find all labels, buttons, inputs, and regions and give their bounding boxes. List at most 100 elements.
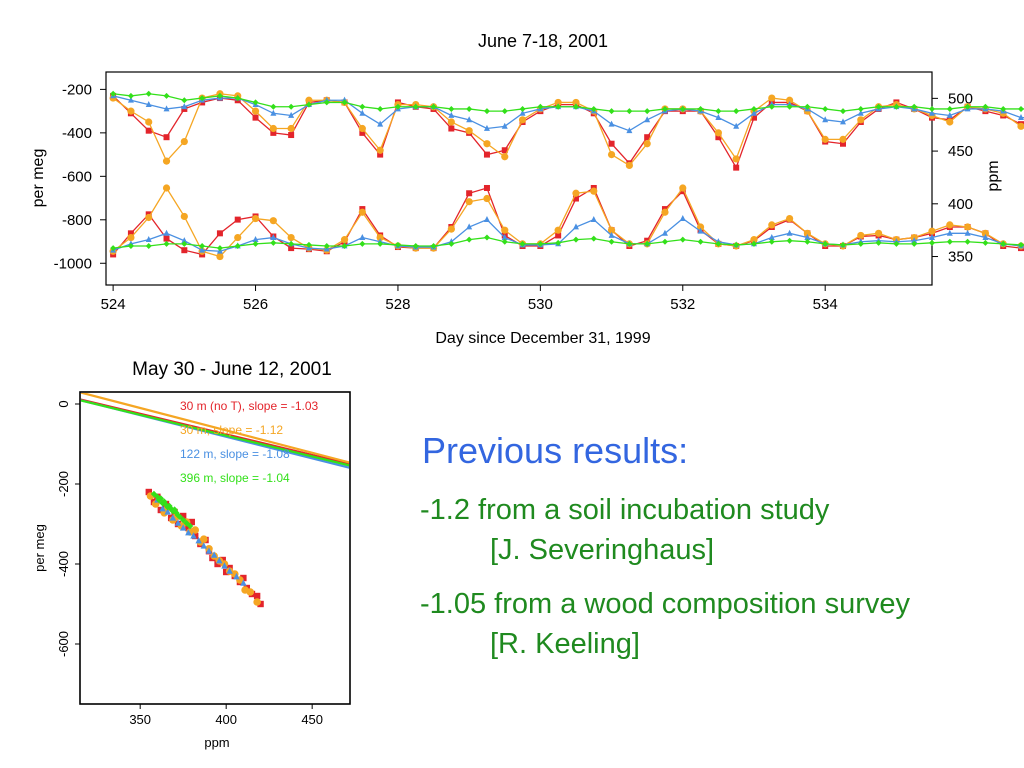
- data-point: [377, 120, 384, 127]
- top-chart-title: June 7-18, 2001: [478, 31, 608, 51]
- data-point: [608, 140, 615, 147]
- data-point: [270, 233, 277, 240]
- y-left-tick-label: -200: [62, 81, 92, 98]
- data-point: [430, 103, 437, 110]
- data-point: [785, 96, 794, 104]
- data-point: [750, 114, 757, 121]
- data-point: [216, 245, 223, 252]
- data-point: [893, 240, 900, 247]
- data-point: [377, 151, 384, 158]
- data-point: [145, 90, 152, 97]
- data-point: [715, 108, 722, 115]
- data-point: [501, 238, 508, 245]
- data-point: [804, 233, 811, 240]
- scatter-point: [226, 567, 233, 574]
- data-point: [341, 242, 348, 249]
- data-point: [982, 233, 989, 240]
- data-point: [252, 99, 259, 106]
- data-point: [608, 231, 615, 238]
- data-point: [839, 135, 847, 143]
- data-point: [733, 164, 740, 171]
- legend-entry: 396 m, slope = -1.04: [180, 471, 290, 485]
- data-point: [199, 95, 206, 102]
- data-point: [804, 238, 811, 245]
- fit-line-orange: [81, 393, 349, 464]
- data-point: [430, 242, 437, 249]
- y-right-tick-label: 400: [948, 196, 973, 213]
- series-line-red-left: [112, 95, 1024, 170]
- data-point: [270, 103, 277, 110]
- data-point: [447, 118, 455, 126]
- data-point: [714, 129, 722, 137]
- data-point: [929, 239, 935, 246]
- data-point: [234, 95, 241, 102]
- data-point: [1000, 105, 1007, 112]
- data-point: [251, 107, 260, 115]
- data-point: [679, 184, 687, 192]
- data-point: [768, 221, 776, 229]
- data-point: [466, 105, 473, 112]
- data-point: [537, 240, 544, 247]
- data-point: [946, 111, 953, 118]
- x-tick-label: 524: [101, 296, 126, 313]
- data-point: [288, 240, 295, 247]
- top-chart-series: [109, 90, 1024, 261]
- data-point: [946, 105, 953, 112]
- data-point: [252, 114, 259, 121]
- data-point: [661, 229, 668, 236]
- data-point: [145, 127, 152, 134]
- data-point: [483, 184, 490, 191]
- scatter-point: [174, 512, 182, 519]
- scatter-point: [240, 579, 247, 586]
- data-point: [768, 94, 776, 102]
- data-point: [181, 247, 188, 254]
- data-point: [110, 90, 117, 97]
- data-point: [181, 97, 188, 104]
- data-point: [661, 238, 668, 245]
- data-point: [358, 208, 366, 216]
- data-point: [518, 116, 527, 124]
- data-point: [928, 227, 936, 235]
- data-point: [607, 150, 616, 159]
- data-point: [501, 153, 509, 161]
- data-point: [626, 127, 633, 134]
- data-point: [1018, 105, 1024, 112]
- data-point: [1018, 241, 1024, 248]
- data-point: [234, 242, 241, 249]
- data-point: [785, 214, 794, 223]
- data-point: [251, 214, 260, 223]
- data-point: [127, 96, 134, 103]
- data-point: [679, 236, 686, 243]
- data-point: [323, 242, 330, 249]
- data-point: [911, 237, 918, 244]
- x-tick-label: 534: [813, 296, 838, 313]
- data-point: [465, 127, 473, 135]
- data-point: [199, 242, 206, 249]
- legend-entry: 122 m, slope = -1.08: [180, 447, 290, 461]
- data-point: [857, 231, 865, 240]
- data-point: [340, 236, 349, 244]
- data-point: [608, 238, 615, 245]
- data-point: [590, 105, 597, 112]
- notes-item-soil-citation: [J. Severinghaus]: [490, 534, 715, 566]
- data-point: [590, 187, 598, 195]
- data-point: [412, 242, 419, 249]
- series-line-orange-left: [112, 93, 1024, 167]
- data-point: [252, 240, 259, 247]
- data-point: [643, 140, 651, 148]
- y-right-tick-label: 500: [948, 90, 973, 107]
- x-tick-label: 350: [129, 712, 151, 727]
- data-point: [358, 124, 366, 133]
- legend-entry: 30 m, slope = -1.12: [180, 423, 283, 437]
- data-point: [946, 238, 953, 245]
- data-point: [305, 101, 312, 108]
- data-point: [163, 105, 170, 112]
- data-point: [733, 108, 740, 115]
- notes-item-soil: -1.2 from a soil incubation study [J. Se…: [420, 490, 1020, 570]
- data-point: [483, 124, 490, 131]
- data-point: [181, 103, 188, 110]
- data-point: [644, 116, 651, 123]
- y-left-tick-label: -800: [62, 212, 92, 229]
- data-point: [572, 103, 579, 110]
- data-point: [180, 212, 188, 221]
